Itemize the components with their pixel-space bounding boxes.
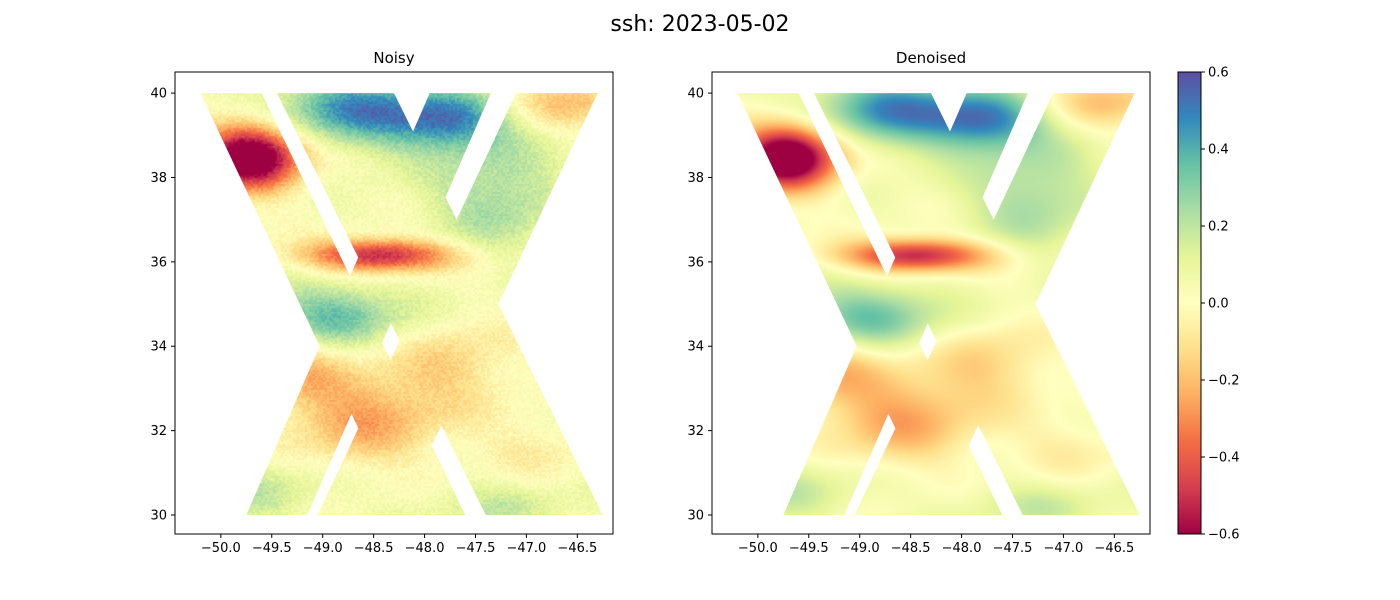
colorbar-tick-label: 0.0 — [1208, 297, 1229, 312]
x-tick-label: −46.5 — [1094, 541, 1134, 556]
colorbar-tick-label: −0.2 — [1208, 374, 1240, 389]
y-tick-label: 40 — [150, 87, 167, 102]
x-tick-label: −46.5 — [557, 541, 597, 556]
x-tick-label: −48.5 — [891, 541, 931, 556]
x-tick-label: −48.5 — [354, 541, 394, 556]
axes-frame — [174, 71, 614, 535]
y-tick-label: 38 — [687, 171, 704, 186]
y-tick-label: 32 — [687, 424, 704, 439]
colorbar-tick-label: 0.4 — [1208, 143, 1229, 158]
x-tick-label: −48.0 — [942, 541, 982, 556]
y-tick-label: 40 — [687, 87, 704, 102]
x-tick-label: −50.0 — [738, 541, 778, 556]
panels: Noisy −50.0 −49.5 −49.0 −48.5 −48.0 −47.5 −47.0… — [150, 49, 1151, 556]
colorbar-tick-label: −0.6 — [1208, 528, 1240, 543]
y-tick-label: 34 — [687, 340, 704, 355]
y-tick-label: 30 — [150, 509, 167, 524]
panel-title: Denoised — [896, 49, 966, 67]
colorbar-tick-label: 0.2 — [1208, 220, 1229, 235]
panel-noisy: Noisy −50.0 −49.5 −49.0 −48.5 −48.0 −47.5 −47.0… — [150, 49, 614, 556]
y-tick-label: 32 — [150, 424, 167, 439]
y-tick-label: 38 — [150, 171, 167, 186]
y-tick-label: 34 — [150, 340, 167, 355]
x-tick-label: −48.0 — [405, 541, 445, 556]
x-tick-label: −50.0 — [201, 541, 241, 556]
ssh-field-noisy — [200, 93, 603, 515]
y-tick-label: 36 — [687, 255, 704, 270]
x-tick-label: −49.5 — [252, 541, 292, 556]
x-tick-label: −47.0 — [506, 541, 546, 556]
x-tick-label: −47.5 — [993, 541, 1033, 556]
x-tick-label: −47.0 — [1043, 541, 1083, 556]
ssh-field-denoised — [737, 93, 1140, 515]
colorbar-tick-label: 0.6 — [1208, 66, 1229, 81]
x-tick-label: −47.5 — [456, 541, 496, 556]
panel-denoised: Denoised −50.0 −49.5 −49.0 −48.5 −48.0 −47.5 −4… — [687, 49, 1151, 556]
colorbar: −0.6 −0.4 −0.2 0.0 0.2 0.4 0.6 — [1177, 66, 1240, 543]
y-tick-label: 36 — [150, 255, 167, 270]
axes-frame — [711, 71, 1151, 535]
colorbar-tick-label: −0.4 — [1208, 451, 1240, 466]
figure-title: ssh: 2023-05-02 — [610, 12, 789, 37]
x-tick-label: −49.5 — [789, 541, 829, 556]
x-tick-label: −49.0 — [840, 541, 880, 556]
panel-title: Noisy — [373, 49, 414, 67]
y-tick-label: 30 — [687, 509, 704, 524]
x-tick-label: −49.0 — [303, 541, 343, 556]
colorbar-gradient — [1177, 71, 1202, 535]
